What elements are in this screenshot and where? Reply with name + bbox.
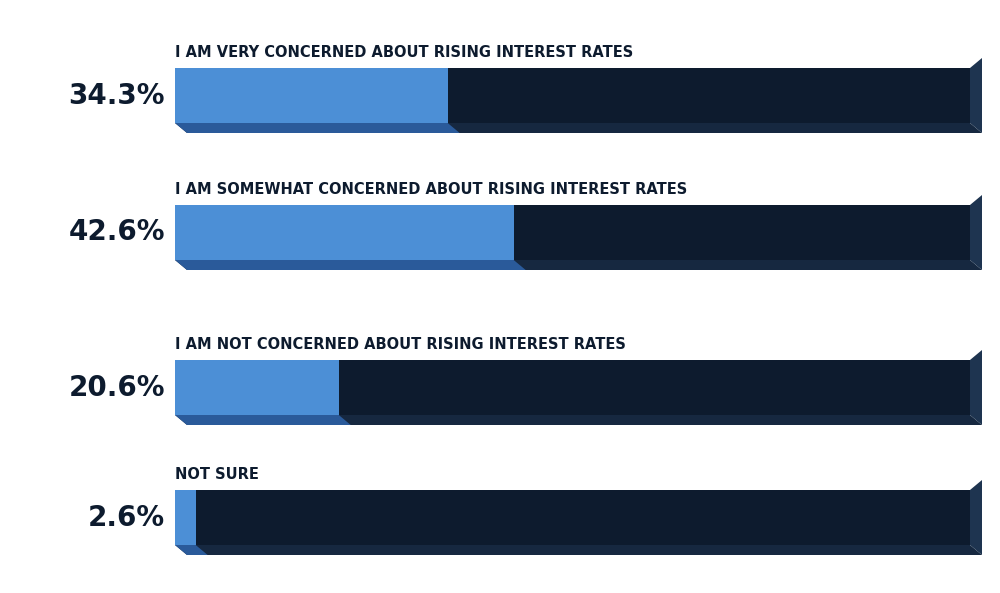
Text: I AM SOMEWHAT CONCERNED ABOUT RISING INTEREST RATES: I AM SOMEWHAT CONCERNED ABOUT RISING INT… — [175, 182, 687, 197]
Polygon shape — [970, 195, 982, 270]
Bar — [175, 205, 970, 260]
Polygon shape — [175, 415, 351, 425]
Polygon shape — [175, 123, 982, 133]
Text: I AM NOT CONCERNED ABOUT RISING INTEREST RATES: I AM NOT CONCERNED ABOUT RISING INTEREST… — [175, 337, 626, 352]
Polygon shape — [970, 350, 982, 425]
Text: NOT SURE: NOT SURE — [175, 467, 259, 482]
Polygon shape — [970, 480, 982, 555]
Text: I AM VERY CONCERNED ABOUT RISING INTEREST RATES: I AM VERY CONCERNED ABOUT RISING INTERES… — [175, 45, 633, 60]
Polygon shape — [175, 260, 982, 270]
Polygon shape — [175, 260, 526, 270]
Polygon shape — [175, 545, 982, 555]
Polygon shape — [175, 123, 460, 133]
Bar — [175, 490, 970, 545]
Text: 20.6%: 20.6% — [68, 374, 165, 401]
Polygon shape — [970, 58, 982, 133]
Polygon shape — [175, 545, 208, 555]
Bar — [175, 360, 339, 415]
Bar — [175, 68, 448, 123]
Text: 42.6%: 42.6% — [68, 218, 165, 247]
Bar — [175, 68, 970, 123]
Polygon shape — [175, 415, 982, 425]
Text: 2.6%: 2.6% — [88, 503, 165, 531]
Text: 34.3%: 34.3% — [68, 81, 165, 110]
Bar — [175, 360, 970, 415]
Bar — [175, 205, 514, 260]
Bar — [175, 490, 196, 545]
